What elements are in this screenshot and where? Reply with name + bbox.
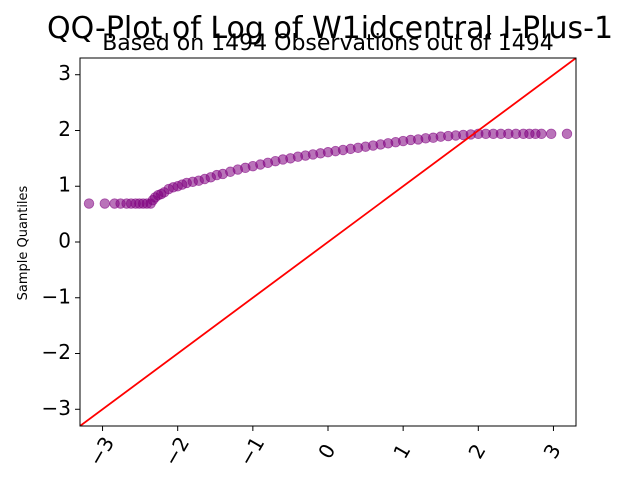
y-tick-label: −1: [42, 284, 71, 308]
x-tick-label: 2: [463, 440, 490, 463]
qq-point: [546, 128, 557, 140]
y-tick-label: −2: [42, 340, 71, 364]
x-tick-label: 3: [539, 440, 566, 463]
y-axis-label: Sample Quantiles: [16, 185, 31, 300]
sample-points: [83, 128, 573, 209]
chart-title: QQ-Plot of Log of W1idcentral I-Plus-1: [47, 11, 613, 46]
x-tick-label: −1: [234, 432, 270, 470]
y-tick-label: −3: [42, 396, 71, 420]
y-tick-label: 3: [58, 61, 71, 85]
y-tick-label: 1: [58, 173, 71, 197]
qq-point: [99, 198, 111, 209]
qq-point: [561, 128, 573, 140]
x-tick-label: −2: [159, 432, 195, 470]
qq-point: [536, 128, 547, 140]
y-tick-label: 2: [58, 117, 71, 141]
x-tick-label: 1: [388, 440, 415, 463]
chart-subtitle: Based on 1494 Observations out of 1494: [102, 31, 554, 56]
reference-line-layer: [80, 58, 576, 426]
reference-line: [80, 58, 576, 426]
axis-ticks: −3 −2 −1 0 1 2 3 −3 −2 −1 0 1 2 3: [42, 61, 566, 470]
y-tick-label: 0: [58, 229, 71, 253]
x-tick-label: −3: [83, 432, 119, 470]
qq-point: [83, 198, 95, 209]
x-tick-label: 0: [313, 440, 340, 463]
